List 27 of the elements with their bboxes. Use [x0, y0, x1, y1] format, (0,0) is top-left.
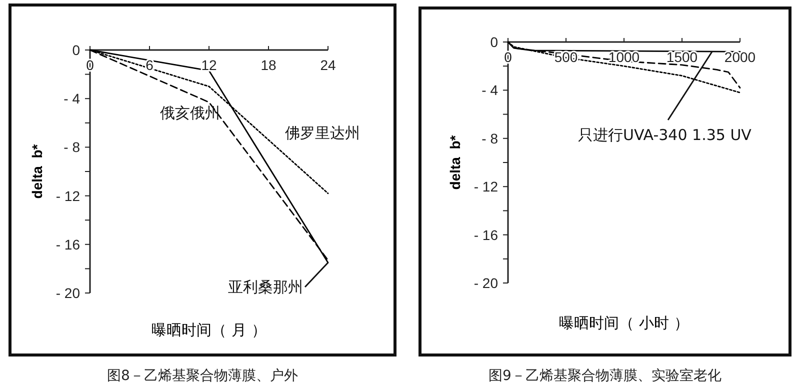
- y-tick-label: - 20: [56, 285, 80, 301]
- series-label: 佛罗里达州: [285, 124, 360, 142]
- text: 只进行UVA-340 1.35 UV: [578, 126, 752, 144]
- x-tick-label: 12: [201, 57, 217, 73]
- y-axis-title: delta b*: [447, 134, 463, 190]
- y-tick-label: - 8: [64, 139, 80, 156]
- y-tick-label: - 4: [482, 82, 498, 98]
- y-tick-label: - 20: [474, 275, 498, 291]
- y-tick-label: - 12: [474, 178, 498, 195]
- series-label: 亚利桑那州: [228, 278, 303, 296]
- series-label: 俄亥俄州: [160, 104, 220, 122]
- y-tick-label: - 16: [56, 236, 80, 252]
- x-axis-title: 曝晒时间（ 小时 ）: [559, 314, 689, 332]
- x-tick-label: 2000: [724, 49, 756, 65]
- y-tick-label: - 4: [64, 90, 80, 107]
- x-tick-label: 1500: [666, 49, 698, 65]
- y-tick-label: - 16: [474, 226, 498, 243]
- y-tick-label: - 12: [56, 188, 80, 204]
- x-tick-label: 24: [320, 57, 336, 73]
- x-tick-label: 1000: [608, 49, 640, 65]
- x-tick-label: 18: [260, 57, 276, 73]
- y-tick-label: 0: [490, 34, 498, 50]
- y-tick-label: - 8: [482, 130, 498, 146]
- text: 图8－乙烯基聚合物薄膜、户外: [107, 368, 298, 384]
- x-axis-title: 曝晒时间（ 月 ）: [152, 321, 266, 339]
- y-axis-title: delta b*: [29, 144, 45, 199]
- text: 图9－乙烯基聚合物薄膜、实验室老化: [488, 368, 722, 384]
